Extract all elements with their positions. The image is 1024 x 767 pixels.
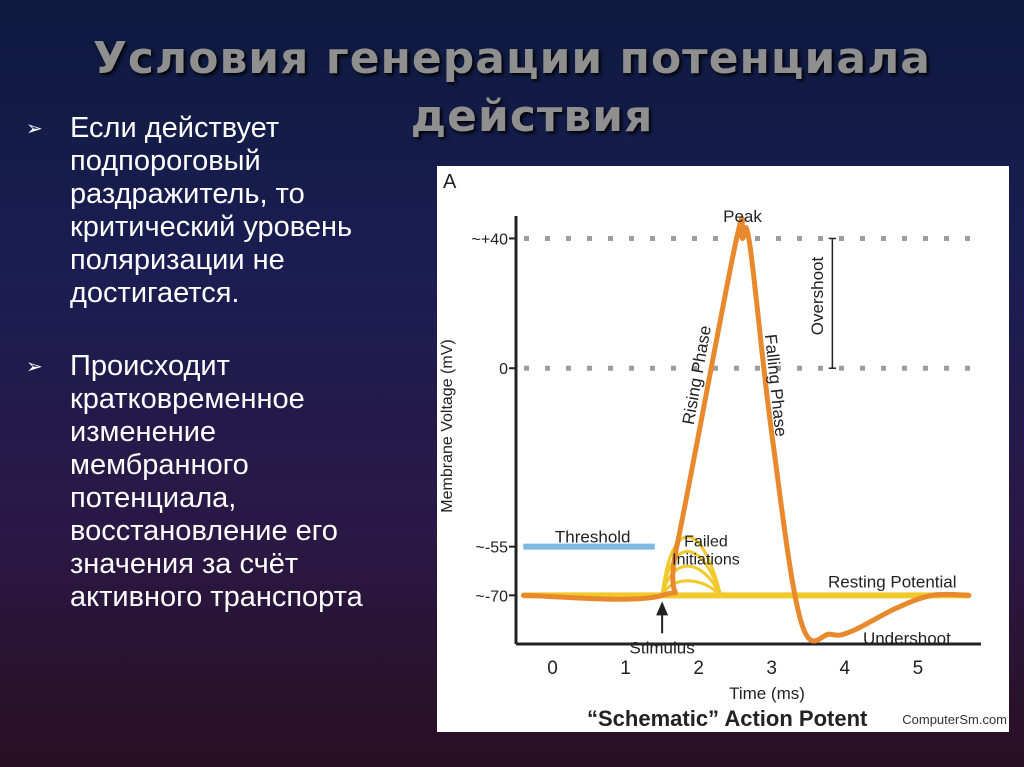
failed-initiation-curve-3 xyxy=(660,579,722,597)
y-tick-label-2: ~-55 xyxy=(476,540,509,557)
failed-initiations-label-1: Failed xyxy=(684,534,728,551)
y-tick-label-3: ~-70 xyxy=(476,588,509,605)
failed-initiation-curve-1 xyxy=(660,550,723,596)
slide-title-line-1: Условия генерации потенциала xyxy=(93,33,931,84)
action-potential-line xyxy=(520,215,972,644)
bullet-item-2: ➢ Происходит кратковременное изменение м… xyxy=(26,350,386,614)
bullet-text-1: Если действует подпороговый раздражитель… xyxy=(70,112,353,309)
failed-initiation-curve-2 xyxy=(660,564,722,596)
bullet-list: ➢ Если действует подпороговый раздражите… xyxy=(26,112,386,654)
chart-credit: ComputerSm.com xyxy=(902,712,1007,727)
stimulus-arrow-icon xyxy=(656,601,669,616)
x-tick-label-0: 0 xyxy=(547,658,558,679)
x-tick-label-5: 5 xyxy=(913,658,924,679)
y-tick-label-0: ~+40 xyxy=(472,231,509,248)
bullet-text-2: Происходит кратковременное изменение мем… xyxy=(70,350,363,613)
slide-title-line-2: действия xyxy=(410,91,654,142)
stimulus-label: Stimulus xyxy=(630,638,695,657)
panel-label: A xyxy=(443,171,457,193)
action-potential-chart: A ~+40 0 ~-55 ~-70 0 1 2 3 4 5 Time (ms) Membrane Vo… xyxy=(437,166,1009,732)
x-axis-label: Time (ms) xyxy=(729,684,805,703)
overshoot-label: Overshoot xyxy=(808,257,827,336)
threshold-label: Threshold xyxy=(555,528,631,547)
resting-potential-label: Resting Potential xyxy=(828,572,957,591)
undershoot-label: Undershoot xyxy=(863,629,951,648)
bullet-arrow-icon: ➢ xyxy=(26,356,43,378)
failed-initiations-label-2: Initiations xyxy=(672,552,740,569)
x-tick-label-3: 3 xyxy=(766,658,777,679)
bullet-item-1: ➢ Если действует подпороговый раздражите… xyxy=(26,112,386,310)
x-tick-label-2: 2 xyxy=(693,658,704,679)
y-axis-label: Membrane Voltage (mV) xyxy=(439,339,456,512)
bullet-arrow-icon: ➢ xyxy=(26,118,43,140)
failed-initiation-curve-0 xyxy=(660,535,723,596)
chart-canvas: A ~+40 0 ~-55 ~-70 0 1 2 3 4 5 Time (ms) Membrane Vo… xyxy=(439,171,1007,731)
chart-title: “Schematic” Action Potent xyxy=(587,706,868,731)
x-tick-label-4: 4 xyxy=(840,658,851,679)
y-tick-label-1: 0 xyxy=(499,361,508,378)
peak-label: Peak xyxy=(723,207,762,226)
x-tick-label-1: 1 xyxy=(620,658,631,679)
slide-title: Условия генерации потенциала действия xyxy=(0,30,1024,146)
